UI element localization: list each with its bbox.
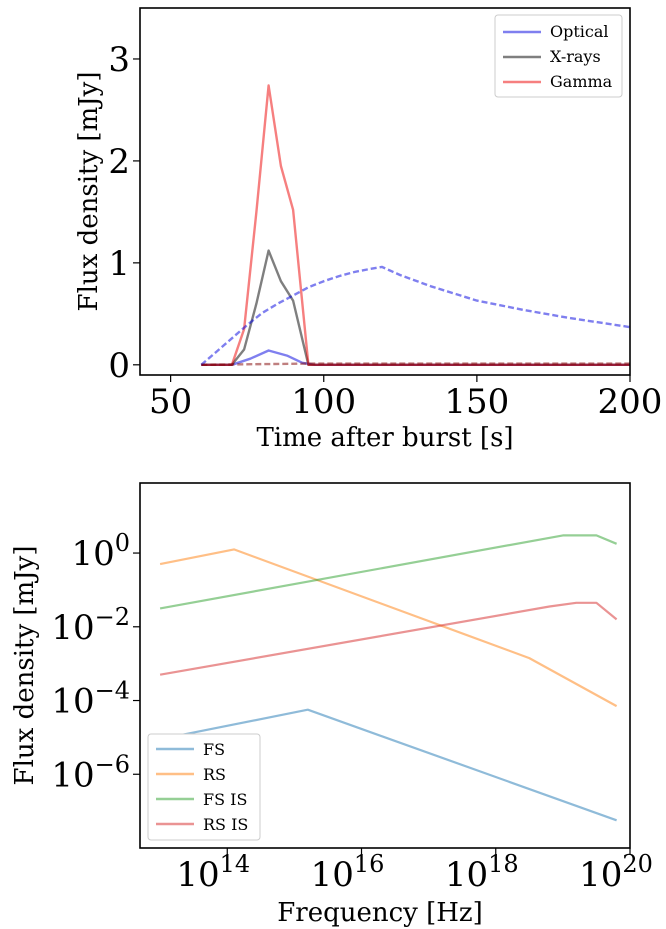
y-tick-label: 0 — [108, 346, 130, 386]
legend-label: FS — [203, 740, 225, 759]
series-line-fs — [159, 708, 617, 822]
legend: Optical X-rays Gamma — [494, 14, 623, 98]
x-tick-label: 100 — [291, 382, 356, 422]
legend-label: Optical — [550, 22, 609, 41]
y-tick-label: 10−6 — [51, 750, 130, 795]
x-tick-label: 50 — [149, 382, 192, 422]
series-line-rs-is — [159, 601, 618, 676]
legend-label: FS IS — [203, 790, 247, 809]
x-tick-label: 200 — [598, 382, 663, 422]
series-line-fs-is — [159, 534, 618, 610]
legend-label: X-rays — [550, 47, 601, 66]
legend-label: RS IS — [203, 815, 248, 834]
x-tick-label: 1018 — [445, 850, 519, 895]
x-tick-label: 1014 — [176, 850, 250, 895]
x-axis-label: Frequency [Hz] — [277, 898, 483, 928]
x-tick-label: 1020 — [579, 850, 653, 895]
y-axis-label: Flux density [mJy] — [74, 72, 104, 312]
y-tick-label: 1 — [108, 244, 130, 284]
x-axis-label: Time after burst [s] — [256, 423, 513, 453]
x-tick-label: 150 — [444, 382, 509, 422]
series-line-dashed-3 — [200, 265, 631, 366]
y-tick-label: 2 — [108, 142, 130, 182]
y-tick-label: 3 — [108, 40, 130, 80]
x-tick-label: 1016 — [311, 850, 385, 895]
legend-box — [494, 14, 623, 98]
light-curve-plot: 50 100 150 200 0 1 2 3 Time after burst [s] Flux … — [74, 7, 663, 453]
legend-label: RS — [203, 765, 226, 784]
series-line-rs — [159, 548, 618, 708]
plot-frame — [139, 7, 631, 376]
legend-label: Gamma — [550, 72, 613, 91]
y-tick-label: 10−4 — [51, 677, 130, 722]
plot-frame — [139, 482, 631, 849]
y-tick-label: 10−2 — [51, 603, 130, 648]
legend: FS RS FS IS RS IS — [147, 733, 261, 841]
legend-box — [147, 733, 261, 841]
series-line-x-rays — [201, 249, 630, 366]
spectrum-plot: 1014 1016 1018 1020 100 10−2 10−4 10−6 Frequency… — [10, 482, 653, 928]
y-axis-label: Flux density [mJy] — [10, 546, 40, 786]
series-line-gamma — [201, 84, 630, 366]
y-tick-label: 100 — [71, 529, 130, 574]
